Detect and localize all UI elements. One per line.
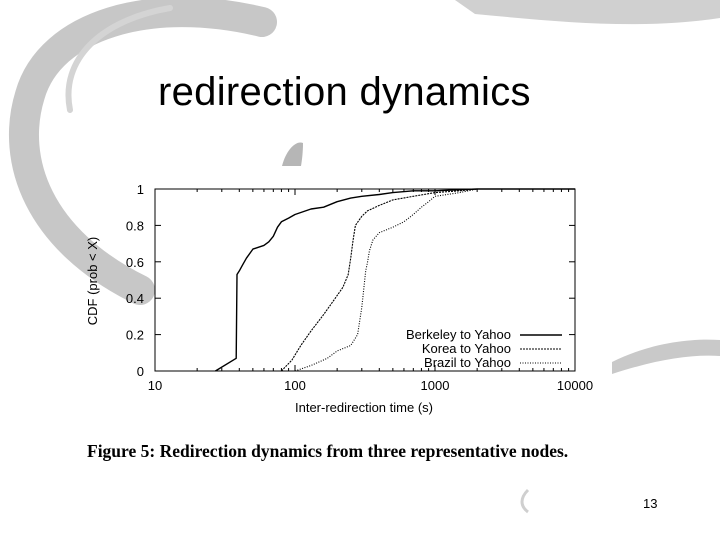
swirl-blob-top-right <box>455 0 720 25</box>
x-axis-label: Inter-redirection time (s) <box>295 400 433 415</box>
chart-ticks: 10 100 1000 10000 0 0.2 0.4 0.6 0.8 1 <box>126 182 593 393</box>
y-tick-label: 1 <box>137 182 144 197</box>
swirl-arc-large <box>9 0 277 305</box>
y-axis-label: CDF (prob < X) <box>85 237 100 326</box>
series-line-2 <box>281 188 575 372</box>
x-tick-label: 1000 <box>421 378 450 393</box>
series-line-1 <box>215 188 575 372</box>
y-tick-label: 0.6 <box>126 255 144 270</box>
plot-frame <box>154 188 576 372</box>
swirl-band-right <box>612 339 720 374</box>
legend-label-1: Berkeley to Yahoo <box>406 327 511 342</box>
figure-caption: Figure 5: Redirection dynamics from thre… <box>87 441 569 461</box>
swirl-drop-under-title <box>282 142 303 166</box>
legend-label-3: Brazil to Yahoo <box>424 355 511 370</box>
slide-title: redirection dynamics <box>158 70 531 114</box>
swirl-arc-thin <box>65 5 173 113</box>
x-tick-label: 10 <box>148 378 162 393</box>
swirl-mark-bottom <box>520 488 530 514</box>
y-tick-label: 0.8 <box>126 218 144 233</box>
y-tick-label: 0.2 <box>126 328 144 343</box>
series-line-3 <box>294 188 575 372</box>
page-number: 13 <box>643 496 658 511</box>
y-tick-label: 0.4 <box>126 291 144 306</box>
chart-lines <box>215 188 575 372</box>
x-tick-label: 100 <box>284 378 306 393</box>
legend-label-2: Korea to Yahoo <box>422 341 511 356</box>
x-tick-label: 10000 <box>557 378 593 393</box>
chart-axes <box>154 188 576 372</box>
y-tick-label: 0 <box>137 364 144 379</box>
